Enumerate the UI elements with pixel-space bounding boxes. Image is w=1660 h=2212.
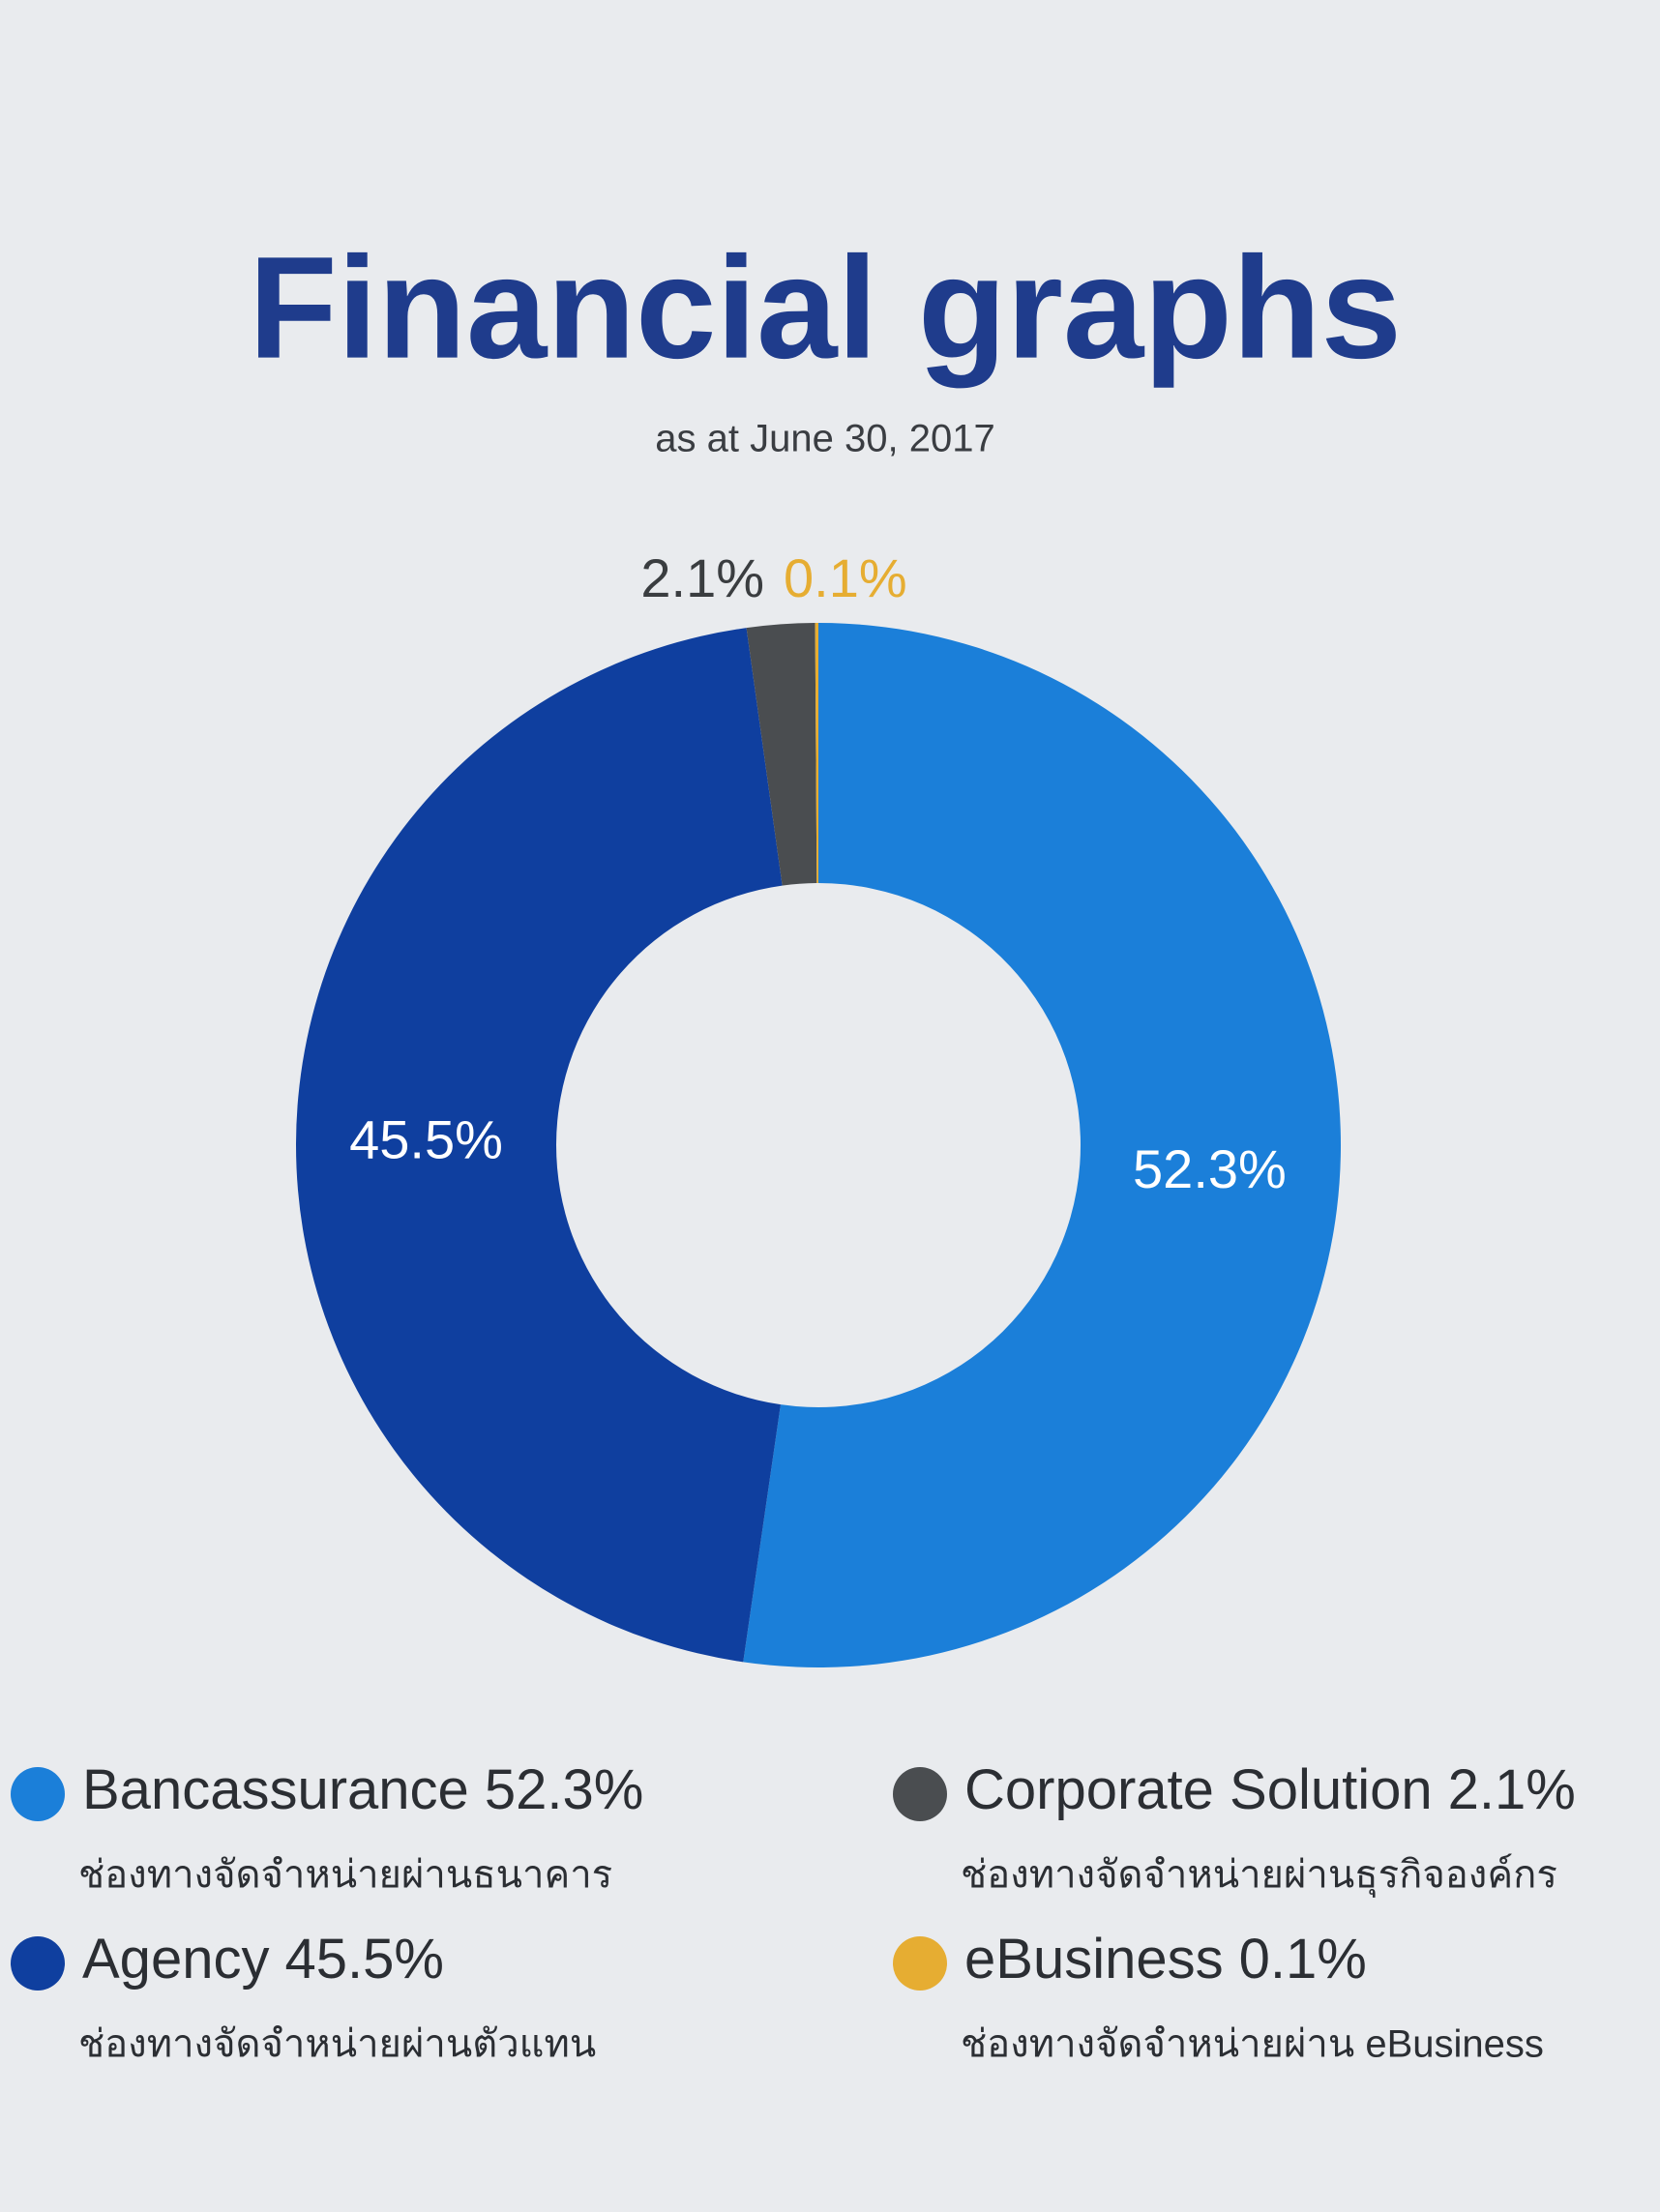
legend-label: eBusiness 0.1%	[964, 1928, 1367, 1991]
data-label: 0.1%	[784, 547, 907, 608]
legend-description: ช่องทางจัดจำหน่ายผ่านธนาคาร	[78, 1854, 612, 1897]
pie-slice	[815, 623, 818, 884]
legend-marker	[11, 1767, 65, 1821]
data-label: 45.5%	[349, 1109, 503, 1170]
legend-label: Agency 45.5%	[82, 1928, 444, 1991]
pie-slice	[746, 623, 817, 886]
legend-description: ช่องทางจัดจำหน่ายผ่านธุรกิจองค์กร	[961, 1853, 1557, 1899]
legend-label: Bancassurance 52.3%	[82, 1758, 643, 1821]
pie-slice	[743, 623, 1342, 1667]
data-label: 52.3%	[1133, 1138, 1287, 1199]
legend-value: 45.5%	[284, 1928, 443, 1991]
legend-name: Agency	[82, 1928, 269, 1991]
chart-title: Financial graphs	[249, 226, 1402, 389]
legend-name: Bancassurance	[82, 1758, 469, 1821]
legend-marker	[11, 1936, 65, 1991]
legend-description: ช่องทางจัดจำหน่ายผ่าน eBusiness	[961, 2023, 1544, 2066]
legend-marker	[893, 1767, 947, 1821]
data-label: 2.1%	[640, 547, 764, 608]
legend-description: ช่องทางจัดจำหน่ายผ่านตัวแทน	[78, 2023, 596, 2066]
legend-name: Corporate Solution	[964, 1758, 1433, 1821]
legend-value: 2.1%	[1448, 1758, 1576, 1821]
legend-value: 0.1%	[1239, 1928, 1367, 1991]
legend-label: Corporate Solution 2.1%	[964, 1758, 1576, 1821]
legend-name: eBusiness	[964, 1928, 1224, 1991]
chart-subtitle: as at June 30, 2017	[655, 418, 994, 460]
legend-marker	[893, 1936, 947, 1991]
pie-slice	[296, 628, 783, 1663]
legend-value: 52.3%	[485, 1758, 643, 1821]
